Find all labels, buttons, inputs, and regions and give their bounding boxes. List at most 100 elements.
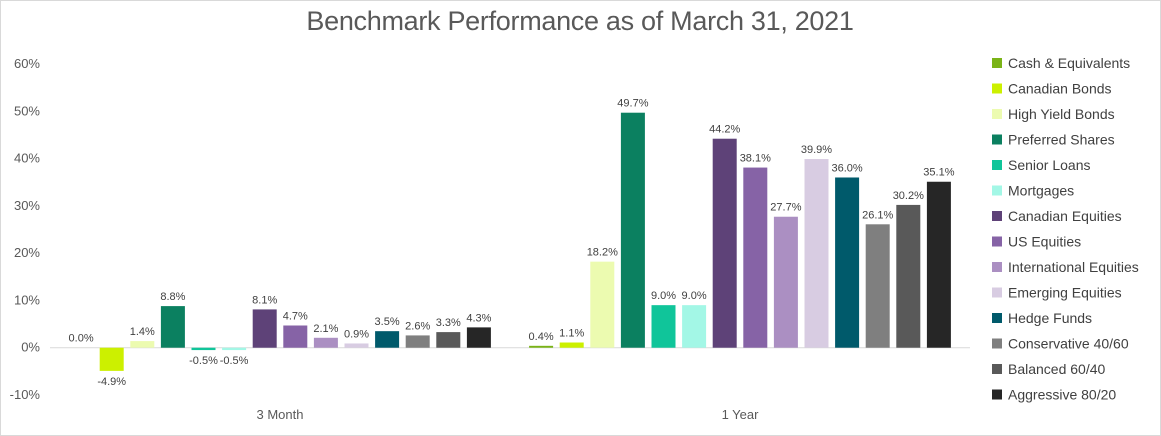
legend-swatch (992, 236, 1002, 247)
data-label: 1.4% (130, 326, 155, 338)
data-label: 3.5% (375, 316, 400, 328)
data-label: 49.7% (617, 98, 648, 110)
y-tick-label: 60% (14, 56, 40, 71)
legend-swatch (992, 338, 1002, 349)
bar (529, 345, 554, 348)
y-tick-label: 50% (14, 103, 40, 118)
legend-entry: High Yield Bonds (1008, 106, 1115, 122)
data-label: 8.1% (252, 294, 277, 306)
legend-entry: Cash & Equivalents (1008, 55, 1130, 71)
legend-swatch (992, 262, 1002, 272)
data-label: 1.1% (559, 328, 584, 340)
legend-swatch (992, 211, 1002, 221)
legend-entry: International Equities (1008, 259, 1139, 275)
legend-swatch (992, 313, 1002, 323)
legend-entry: Canadian Equities (1008, 208, 1122, 224)
x-category-label: 3 Month (257, 407, 304, 422)
bar (160, 306, 185, 348)
bar (130, 341, 155, 348)
legend-entry: Hedge Funds (1008, 310, 1092, 326)
bar (651, 305, 676, 348)
bar (896, 204, 921, 348)
data-label: 2.1% (313, 323, 338, 335)
data-label: 4.3% (466, 312, 491, 324)
legend-swatch (992, 83, 1002, 94)
y-tick-label: 40% (14, 151, 40, 166)
bar (466, 327, 491, 348)
bar (252, 309, 277, 348)
bar (283, 325, 308, 348)
data-label: 35.1% (923, 167, 954, 179)
bar (559, 342, 584, 348)
legend-entry: Mortgages (1008, 183, 1074, 199)
data-label: 0.9% (344, 328, 369, 340)
bars (69, 112, 951, 371)
data-label: 36.0% (831, 162, 862, 174)
data-label: 38.1% (740, 153, 771, 165)
bar (191, 347, 216, 351)
legend-entry: Conservative 40/60 (1008, 336, 1129, 352)
chart-title: Benchmark Performance as of March 31, 20… (306, 6, 854, 36)
legend-entry: US Equities (1008, 234, 1081, 250)
data-label: 2.6% (405, 320, 430, 332)
bar (405, 335, 430, 348)
y-tick-label: 20% (14, 245, 40, 260)
data-labels: 0.0% -4.9% 1.4% 8.8% -0.5% -0.5% 8.1% 4.7% 2.1% 0… (69, 98, 955, 388)
bar (590, 261, 615, 348)
data-label: 26.1% (862, 209, 893, 221)
data-label: 0.0% (69, 333, 94, 345)
legend-entry: Canadian Bonds (1008, 81, 1112, 97)
legend-entry: Senior Loans (1008, 157, 1091, 173)
data-label: 18.2% (587, 247, 618, 259)
bar (773, 216, 798, 348)
bar (436, 332, 461, 348)
bar (743, 167, 768, 348)
data-label: -0.5% (220, 355, 249, 367)
bar (313, 337, 338, 348)
y-axis: -10% 0% 10% 20% 30% 40% 50% 60% (10, 56, 41, 402)
data-label: 9.0% (682, 290, 707, 302)
x-axis: 3 Month 1 Year (50, 347, 970, 422)
bar (375, 331, 400, 348)
x-category-label: 1 Year (722, 407, 760, 422)
bar (926, 181, 951, 348)
legend: Cash & Equivalents Canadian Bonds High Yie… (992, 55, 1139, 403)
bar (712, 138, 737, 348)
legend-entry: Balanced 60/40 (1008, 361, 1106, 377)
y-tick-label: 10% (14, 292, 40, 307)
bar (835, 177, 860, 348)
data-label: 8.8% (160, 291, 185, 303)
data-label: 4.7% (283, 310, 308, 322)
legend-swatch (992, 160, 1002, 170)
y-tick-label: -10% (10, 387, 41, 402)
data-label: 27.7% (770, 202, 801, 214)
bar (99, 347, 124, 371)
bar (804, 159, 829, 348)
bar (222, 347, 247, 351)
legend-swatch (992, 109, 1002, 119)
data-label: 0.4% (529, 331, 554, 343)
legend-entry: Emerging Equities (1008, 285, 1122, 301)
legend-swatch (992, 58, 1002, 68)
bar (620, 112, 645, 348)
data-label: -0.5% (189, 355, 218, 367)
y-tick-label: 30% (14, 198, 40, 213)
data-label: 9.0% (651, 290, 676, 302)
data-label: -4.9% (97, 376, 126, 388)
legend-swatch (992, 389, 1002, 400)
y-tick-label: 0% (21, 340, 40, 355)
data-label: 3.3% (436, 317, 461, 329)
bar (344, 343, 369, 348)
legend-entry: Aggressive 80/20 (1008, 387, 1116, 403)
data-label: 39.9% (801, 144, 832, 156)
legend-swatch (992, 185, 1002, 196)
bar (682, 305, 707, 348)
legend-swatch (992, 287, 1002, 298)
bar (865, 224, 890, 348)
legend-swatch (992, 364, 1002, 374)
data-label: 30.2% (893, 190, 924, 202)
data-label: 44.2% (709, 124, 740, 136)
legend-swatch (992, 134, 1002, 145)
legend-entry: Preferred Shares (1008, 132, 1115, 148)
